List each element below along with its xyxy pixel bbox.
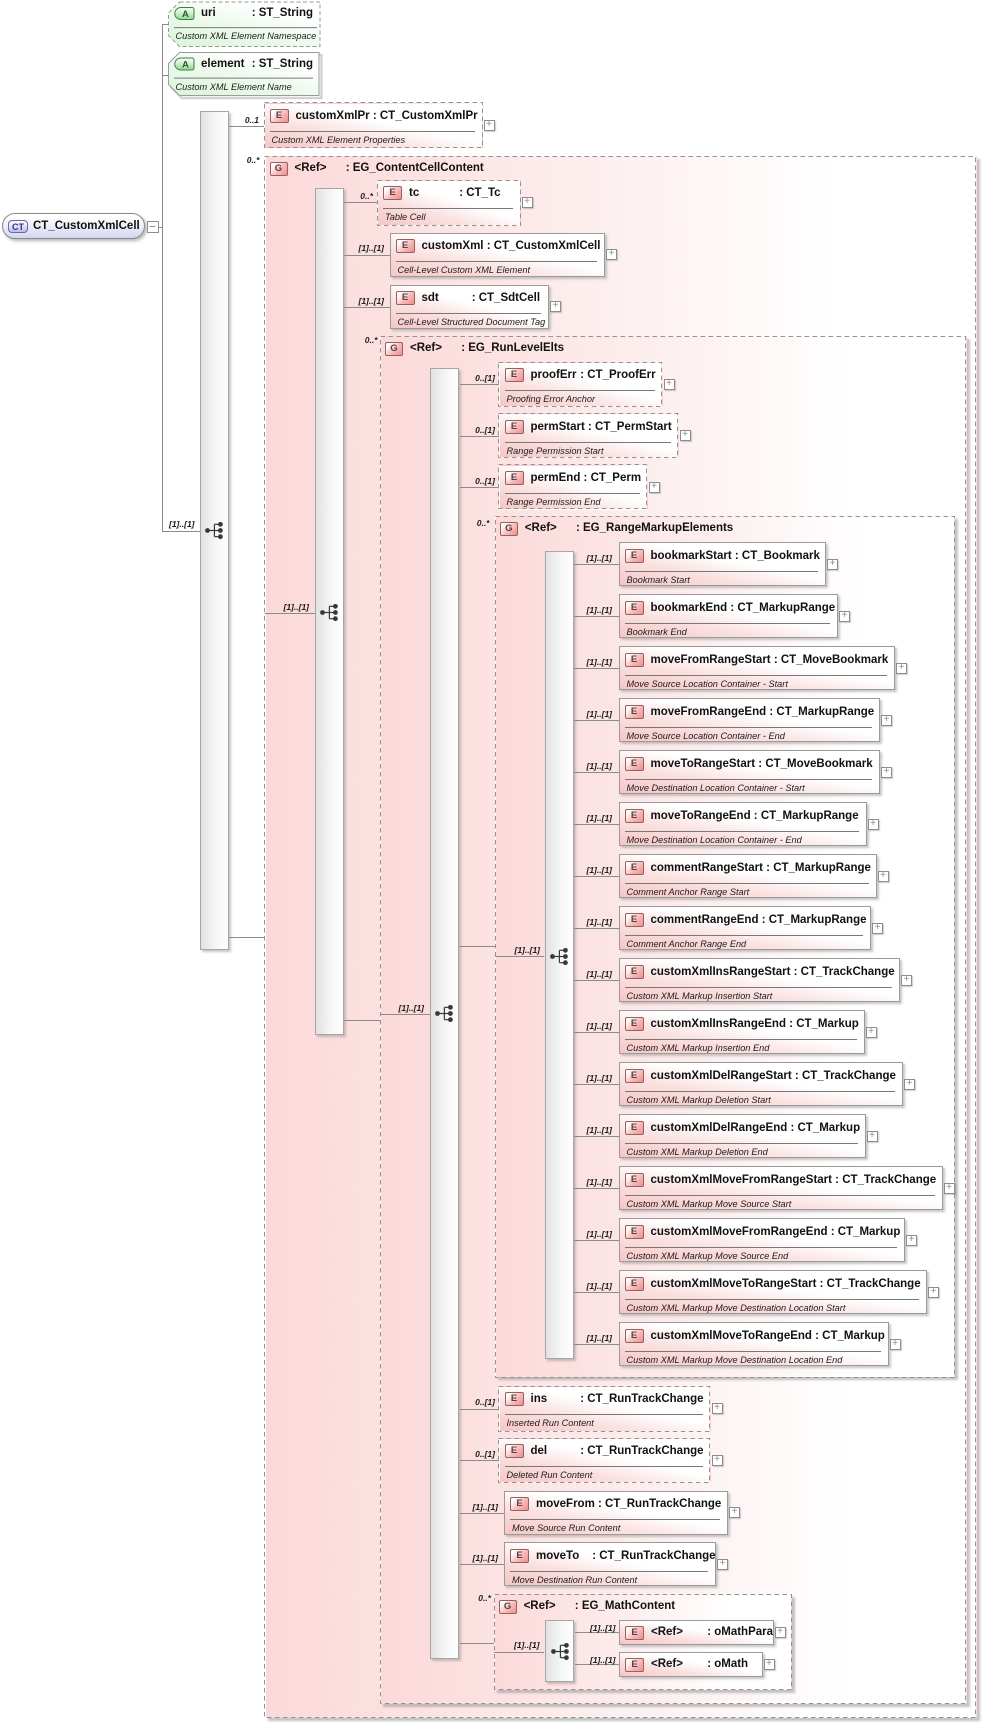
svg-text:A: A — [182, 59, 189, 70]
svg-text:A: A — [182, 9, 189, 20]
